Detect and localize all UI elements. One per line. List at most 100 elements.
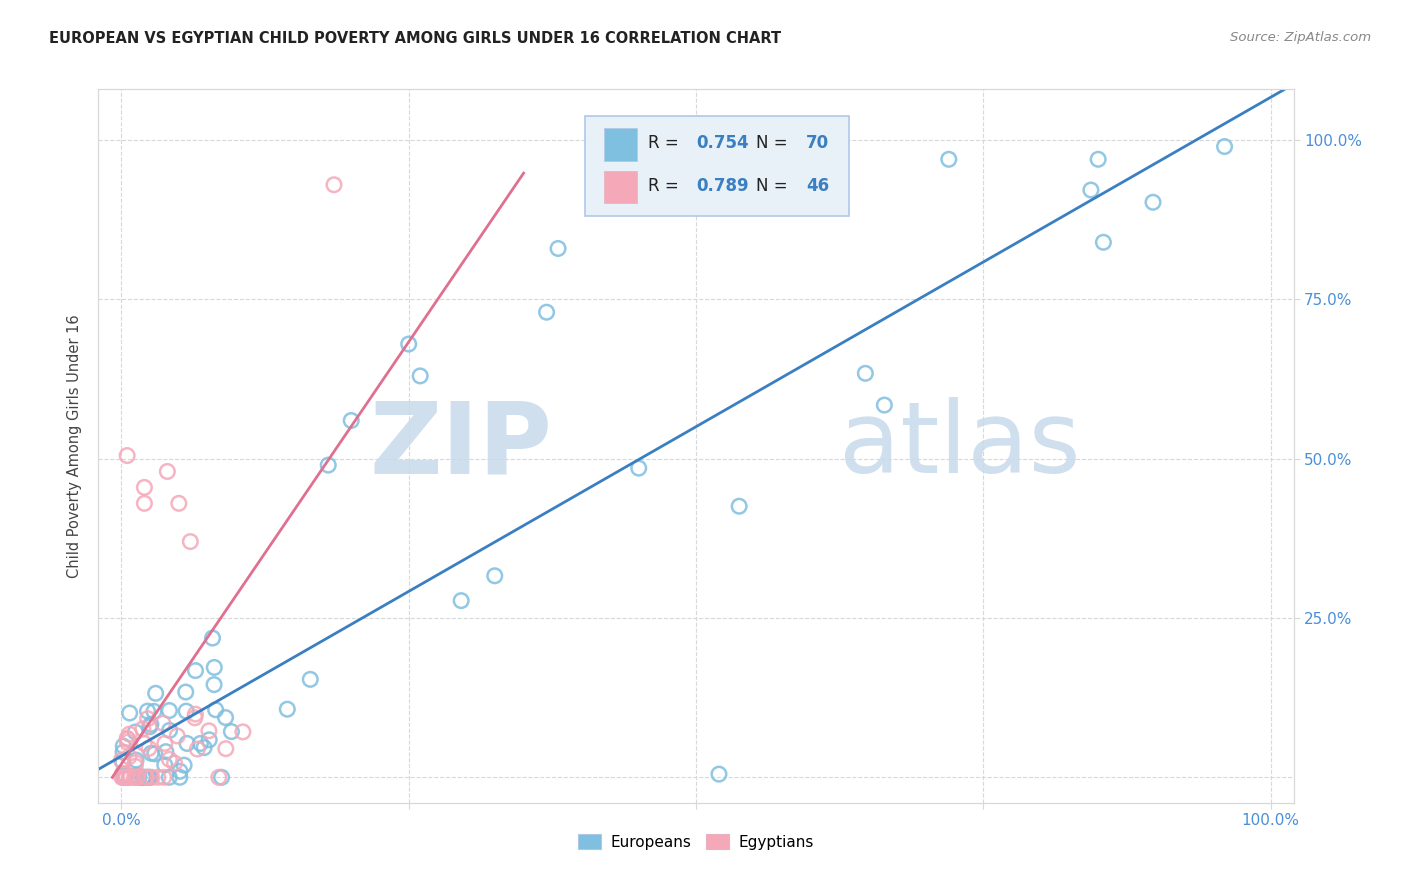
Point: [155, 745, 177, 759]
Point: [135, 770, 157, 784]
Point: [124, 770, 146, 784]
Point: [132, 722, 155, 736]
Text: 46: 46: [806, 177, 830, 194]
Point: [938, 153, 960, 167]
Point: [166, 729, 188, 743]
Text: N =: N =: [756, 177, 793, 194]
Point: [114, 767, 136, 781]
Point: [118, 749, 141, 764]
Point: [145, 686, 167, 700]
Point: [221, 724, 243, 739]
Point: [316, 458, 339, 472]
Legend: Europeans, Egyptians: Europeans, Egyptians: [572, 828, 820, 855]
Text: 70: 70: [806, 134, 830, 152]
Point: [176, 736, 198, 750]
Point: [114, 770, 136, 784]
Point: [132, 770, 155, 784]
Point: [627, 461, 650, 475]
Point: [484, 569, 506, 583]
Point: [728, 500, 751, 514]
Point: [138, 720, 160, 734]
Point: [136, 704, 159, 718]
Point: [143, 747, 166, 761]
Point: [118, 770, 141, 784]
Point: [135, 770, 157, 784]
Point: [125, 770, 148, 784]
Point: [115, 449, 138, 463]
Text: R =: R =: [648, 134, 685, 152]
Text: ZIP: ZIP: [370, 398, 553, 494]
Point: [232, 725, 254, 739]
Point: [124, 756, 146, 770]
Point: [1092, 235, 1115, 250]
Point: [174, 704, 197, 718]
Point: [1213, 139, 1236, 153]
Point: [184, 711, 207, 725]
Point: [120, 770, 142, 784]
Point: [112, 770, 135, 784]
Point: [117, 735, 139, 749]
Point: [112, 745, 135, 759]
Point: [208, 770, 231, 784]
Point: [202, 678, 225, 692]
Point: [138, 770, 160, 784]
Point: [117, 732, 139, 747]
Point: [450, 593, 472, 607]
Point: [138, 741, 160, 756]
Text: 0.789: 0.789: [696, 177, 748, 194]
Point: [193, 740, 215, 755]
Point: [134, 736, 156, 750]
Point: [157, 704, 180, 718]
Point: [215, 741, 238, 756]
Point: [202, 660, 225, 674]
Point: [139, 717, 162, 731]
Point: [873, 398, 896, 412]
Point: [136, 712, 159, 726]
Point: [110, 753, 132, 767]
Point: [547, 242, 569, 256]
Point: [111, 766, 134, 780]
Point: [125, 770, 148, 784]
Point: [853, 367, 876, 381]
Point: [173, 758, 195, 772]
Point: [118, 706, 141, 720]
Point: [707, 767, 730, 781]
Point: [169, 770, 191, 784]
Point: [152, 770, 174, 784]
Text: Source: ZipAtlas.com: Source: ZipAtlas.com: [1230, 31, 1371, 45]
Point: [153, 757, 176, 772]
Point: [132, 770, 155, 784]
Point: [152, 716, 174, 731]
Point: [398, 337, 420, 351]
Point: [143, 705, 166, 719]
Point: [157, 752, 180, 766]
Point: [340, 413, 363, 427]
Point: [153, 736, 176, 750]
Point: [146, 770, 169, 784]
FancyBboxPatch shape: [585, 116, 849, 216]
Point: [174, 685, 197, 699]
Point: [118, 770, 141, 784]
Point: [214, 710, 236, 724]
Point: [111, 770, 134, 784]
Point: [211, 770, 233, 784]
Point: [141, 746, 163, 760]
Point: [124, 725, 146, 739]
Text: N =: N =: [756, 134, 793, 152]
Point: [157, 770, 180, 784]
Point: [128, 770, 150, 784]
Point: [112, 770, 135, 784]
Point: [1087, 153, 1109, 167]
Point: [201, 631, 224, 645]
Point: [184, 664, 207, 678]
Point: [134, 496, 156, 510]
Point: [204, 703, 226, 717]
Text: 0.754: 0.754: [696, 134, 748, 152]
Point: [125, 768, 148, 782]
Point: [118, 727, 141, 741]
Point: [141, 770, 163, 784]
Point: [409, 368, 432, 383]
Point: [167, 496, 190, 510]
Text: EUROPEAN VS EGYPTIAN CHILD POVERTY AMONG GIRLS UNDER 16 CORRELATION CHART: EUROPEAN VS EGYPTIAN CHILD POVERTY AMONG…: [49, 31, 782, 46]
Point: [132, 770, 155, 784]
